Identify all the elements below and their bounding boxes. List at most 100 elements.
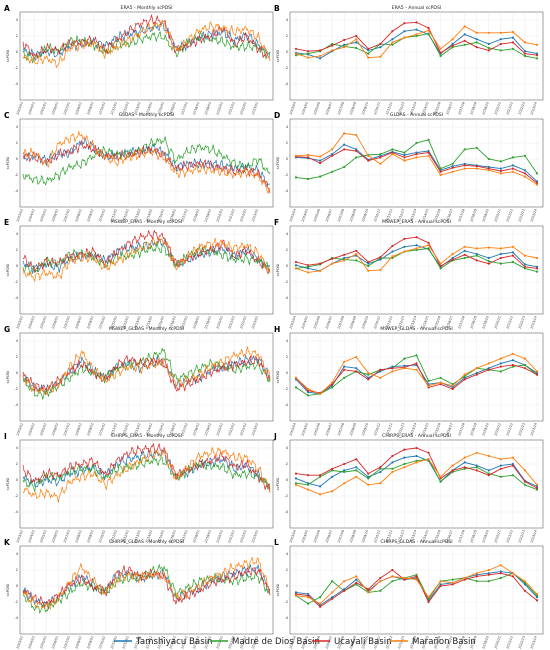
panel-f-point-ucayali-basin bbox=[319, 262, 322, 265]
panel-h-point-mara-on-basin bbox=[355, 355, 358, 359]
panel-b-point-ucayali-basin bbox=[355, 34, 358, 38]
panel-h-point-ucayali-basin bbox=[523, 367, 527, 370]
panel-j-point-tamshiyacu-basin bbox=[294, 477, 298, 480]
panel-j-xtick-label: 2023/24 bbox=[530, 529, 538, 543]
panel-f-xtick-label: 2019/20 bbox=[481, 315, 489, 329]
panel-e-series-mara-on-basin bbox=[22, 237, 271, 282]
panel-h-point-ucayali-basin bbox=[451, 387, 454, 391]
panel-d-point-madre-de-dios-basin bbox=[523, 154, 527, 157]
panel-d-point-madre-de-dios-basin bbox=[306, 177, 310, 181]
panel-j-point-tamshiyacu-basin bbox=[487, 469, 490, 472]
legend-label-maranon: Marañon Basin bbox=[412, 637, 476, 647]
panel-k-xtick-label: 2008/01 bbox=[74, 635, 82, 649]
panel-f-point-madre-de-dios-basin bbox=[415, 248, 418, 252]
panel-h-title: MSWEP_GLDAS - Annual scPDSI bbox=[380, 326, 453, 332]
panel-f-point-ucayali-basin bbox=[427, 241, 430, 244]
panel-l-xtick-label: 2007/08 bbox=[337, 635, 345, 649]
panel-f-xtick-label: 2009/10 bbox=[361, 315, 369, 329]
panel-e-xtick-label: 2015/01 bbox=[157, 315, 165, 329]
panel-h-point-madre-de-dios-basin bbox=[294, 386, 298, 389]
panel-j-xtick-label: 2009/10 bbox=[361, 529, 369, 543]
panel-l-xtick-label: 2018/19 bbox=[469, 635, 477, 649]
panel-j-point-madre-de-dios-basin bbox=[499, 475, 502, 478]
panel-j-point-ucayali-basin bbox=[415, 446, 418, 450]
panel-c-xtick-label: 2014/01 bbox=[145, 208, 153, 222]
panel-b-xtick-label: 2012/13 bbox=[397, 101, 405, 115]
panel-l-point-tamshiyacu-basin bbox=[294, 591, 298, 594]
panel-e-xtick-label: 2011/01 bbox=[110, 315, 118, 329]
panel-d-xtick-label: 2008/09 bbox=[349, 208, 357, 222]
panel-k-xtick-label: 2018/01 bbox=[192, 635, 200, 649]
panel-k-ytick-label: 0 bbox=[16, 584, 19, 588]
panel-c-xtick-label: 2016/01 bbox=[169, 208, 177, 222]
panel-f-point-mara-on-basin bbox=[294, 267, 298, 270]
panel-d-point-ucayali-basin bbox=[511, 167, 514, 170]
panel-l-ytick-label: 2 bbox=[286, 568, 288, 572]
panel-h-point-ucayali-basin bbox=[391, 367, 394, 370]
panel-h-point-mara-on-basin bbox=[511, 352, 514, 355]
panel-j-ylabel: scPDSI bbox=[275, 478, 280, 491]
panel-h-xtick-label: 2008/09 bbox=[349, 422, 357, 436]
panel-j-xtick-label: 2015/16 bbox=[433, 529, 441, 543]
panel-f-point-tamshiyacu-basin bbox=[306, 267, 310, 270]
panel-k-ytick-label: 2 bbox=[16, 568, 18, 572]
panel-d-point-madre-de-dios-basin bbox=[487, 157, 490, 161]
panel-c-series-ucayali-basin bbox=[22, 140, 271, 194]
panel-j-point-tamshiyacu-basin bbox=[403, 456, 406, 459]
panel-b-point-tamshiyacu-basin bbox=[463, 33, 466, 36]
panel-j-point-tamshiyacu-basin bbox=[511, 462, 514, 466]
panel-h-point-tamshiyacu-basin bbox=[475, 371, 478, 375]
panel-f-title: MSWEP_ERA5 - Annual scPDSI bbox=[382, 219, 451, 225]
panel-j-point-mara-on-basin bbox=[415, 461, 418, 464]
legend-label-madre-de-dios: Madre de Dios Basin bbox=[232, 637, 320, 647]
panel-f-point-mara-on-basin bbox=[343, 259, 346, 262]
panel-g-ylabel: scPDSI bbox=[5, 371, 10, 384]
panel-a-xtick-label: 2015/01 bbox=[157, 101, 165, 115]
panel-f-xtick-label: 2010/11 bbox=[373, 315, 381, 329]
panel-f-point-mara-on-basin bbox=[331, 262, 334, 265]
panel-l-point-ucayali-basin bbox=[319, 605, 322, 608]
panel-h-xtick-label: 2003/04 bbox=[289, 422, 297, 436]
panel-h-point-mara-on-basin bbox=[343, 360, 346, 363]
panel-l-point-ucayali-basin bbox=[415, 575, 418, 578]
panel-b-point-tamshiyacu-basin bbox=[451, 42, 454, 46]
panel-c: C GLDAS - Monthly scPDSI -4 -2 0 2 4 scPDSI 2003… bbox=[4, 111, 274, 222]
panel-c-series-mara-on-basin bbox=[22, 131, 271, 194]
panel-l: L CHIRPS_GLDAS - Annual scPDSI -4 -2 0 2 4 scPD… bbox=[274, 538, 544, 649]
panel-a-series-madre-de-dios-basin bbox=[22, 30, 271, 64]
panel-f-point-tamshiyacu-basin bbox=[535, 265, 539, 268]
panel-k-xtick-label: 2010/01 bbox=[98, 635, 106, 649]
panel-d-ytick-label: 0 bbox=[286, 157, 289, 161]
panel-a-xtick-label: 2004/01 bbox=[27, 101, 35, 115]
panel-l-point-madre-de-dios-basin bbox=[306, 602, 310, 605]
panel-k-xtick-label: 2005/01 bbox=[39, 635, 47, 649]
panel-f-point-tamshiyacu-basin bbox=[463, 249, 466, 252]
panel-l-point-ucayali-basin bbox=[355, 581, 358, 584]
panel-b-point-tamshiyacu-basin bbox=[511, 36, 514, 39]
panel-h-point-tamshiyacu-basin bbox=[451, 386, 454, 389]
panel-d-point-madre-de-dios-basin bbox=[294, 176, 298, 179]
panel-i-xtick-label: 2014/01 bbox=[145, 529, 153, 543]
panel-b-point-madre-de-dios-basin bbox=[439, 54, 442, 58]
panel-e-xtick-label: 2009/01 bbox=[86, 315, 94, 329]
panel-j-point-mara-on-basin bbox=[439, 475, 442, 478]
panel-b-point-tamshiyacu-basin bbox=[415, 28, 418, 31]
panel-l-xtick-label: 2020/21 bbox=[493, 635, 501, 649]
panel-e-xtick-label: 2019/01 bbox=[204, 315, 212, 329]
panel-l-point-mara-on-basin bbox=[403, 576, 406, 580]
panel-i-xtick-label: 2003/01 bbox=[16, 529, 24, 543]
panel-b-point-ucayali-basin bbox=[487, 49, 490, 52]
panel-h-point-tamshiyacu-basin bbox=[463, 376, 466, 379]
panel-h-point-mara-on-basin bbox=[475, 367, 478, 370]
panel-b-xtick-label: 2010/11 bbox=[373, 101, 381, 115]
panel-h-point-mara-on-basin bbox=[294, 376, 298, 379]
panel-h-xtick-label: 2006/07 bbox=[325, 422, 333, 436]
panel-f-point-ucayali-basin bbox=[331, 257, 334, 260]
panel-l-point-ucayali-basin bbox=[535, 599, 539, 602]
panel-d-point-ucayali-basin bbox=[379, 156, 382, 159]
panel-b-xtick-label: 2009/10 bbox=[361, 101, 369, 115]
panel-d-title: GLDAS - Annual scPDSI bbox=[390, 112, 443, 118]
panel-b-xtick-label: 2020/21 bbox=[493, 101, 501, 115]
panel-j-point-mara-on-basin bbox=[355, 475, 358, 478]
panel-f-point-mara-on-basin bbox=[319, 269, 322, 272]
